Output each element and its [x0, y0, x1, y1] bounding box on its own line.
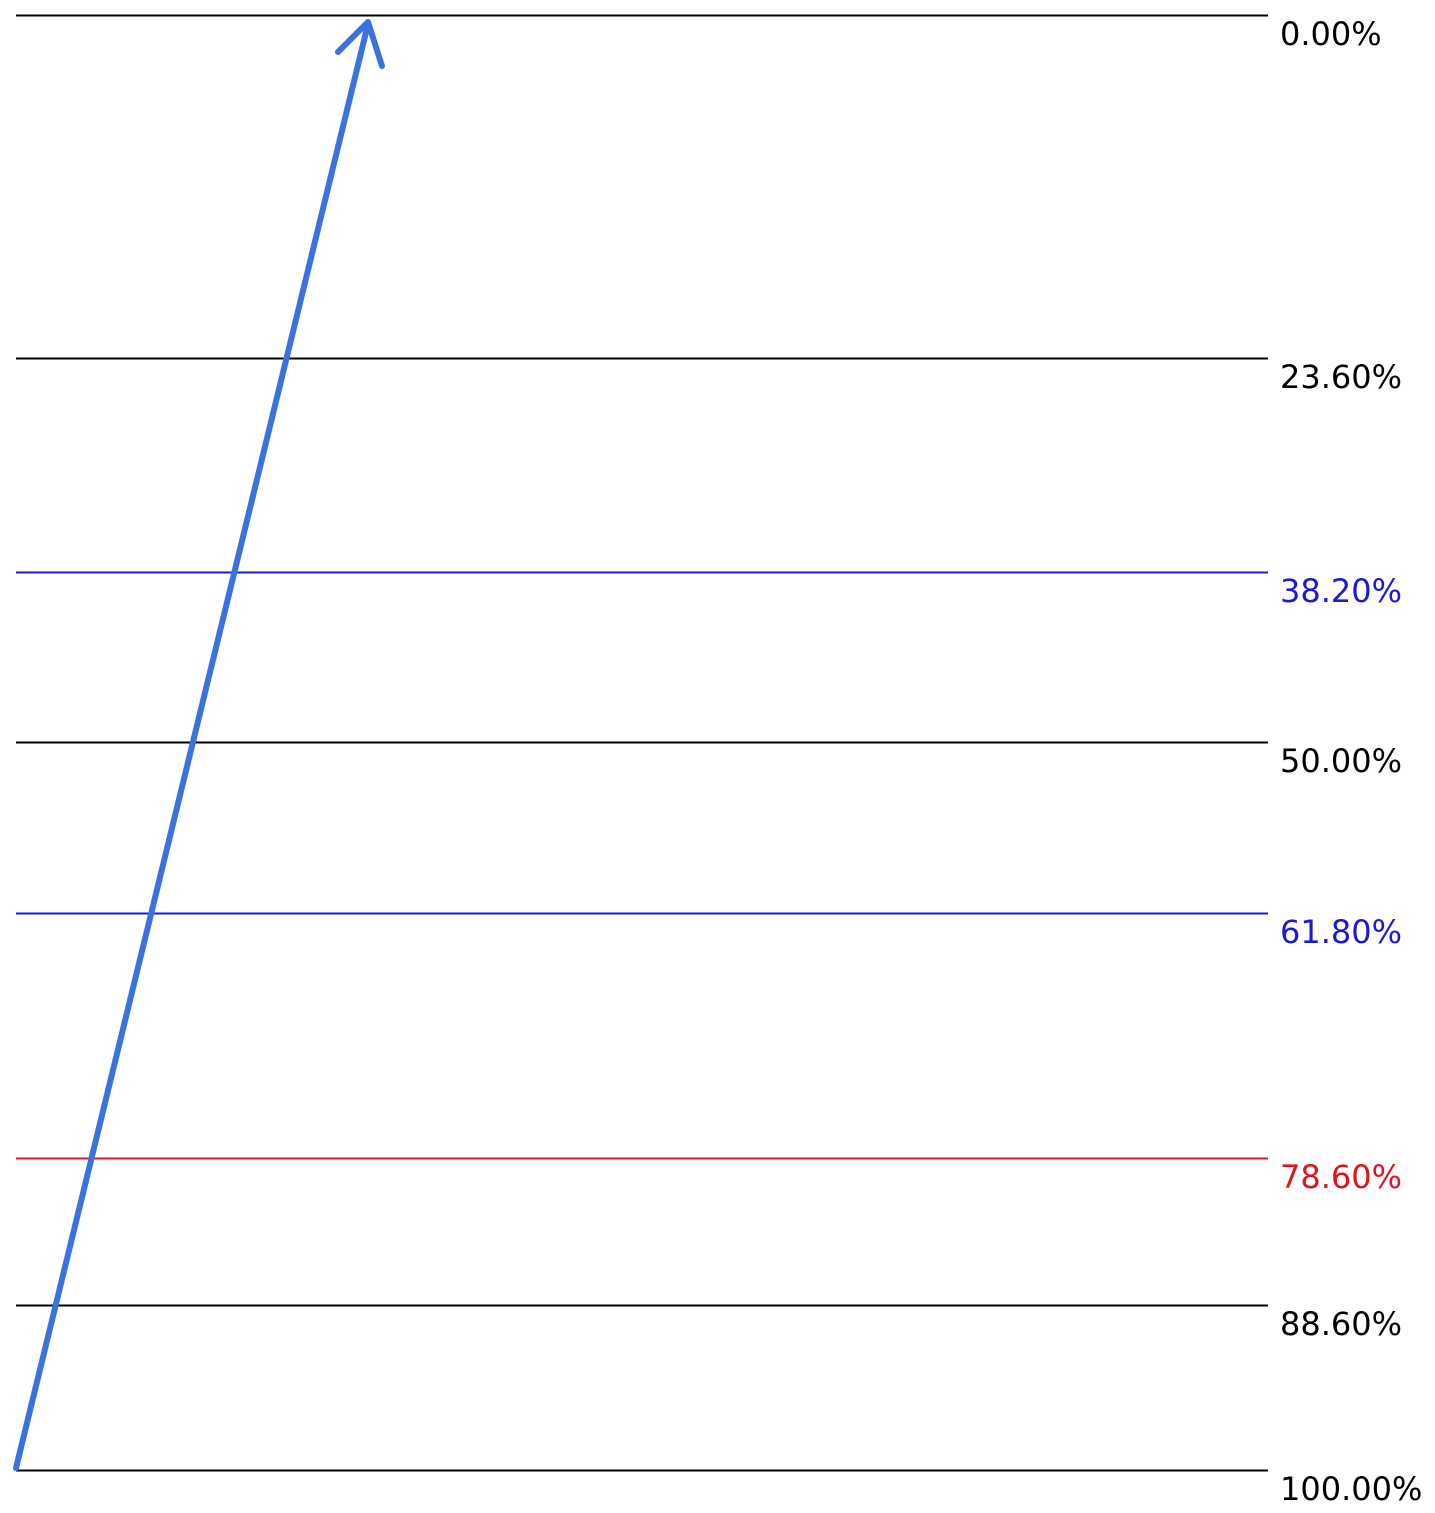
level-label: 88.60%: [1280, 1305, 1402, 1343]
arrow-head-icon: [335, 19, 385, 69]
level-label: 78.60%: [1280, 1158, 1402, 1196]
trend-arrow: [13, 19, 385, 1471]
level-label: 100.00%: [1280, 1470, 1422, 1508]
level-100-00pct: 100.00%: [16, 1469, 1422, 1508]
level-label: 61.80%: [1280, 913, 1402, 951]
arrow-shaft: [13, 21, 371, 1471]
level-61-80pct: 61.80%: [16, 912, 1402, 951]
level-23-60pct: 23.60%: [16, 357, 1402, 396]
level-50-00pct: 50.00%: [16, 741, 1402, 780]
level-label: 38.20%: [1280, 572, 1402, 610]
level-38-20pct: 38.20%: [16, 571, 1402, 610]
level-label: 0.00%: [1280, 15, 1382, 53]
level-88-60pct: 88.60%: [16, 1304, 1402, 1343]
level-label: 50.00%: [1280, 742, 1402, 780]
level-78-60pct: 78.60%: [16, 1157, 1402, 1196]
level-0-00pct: 0.00%: [16, 14, 1382, 53]
level-label: 23.60%: [1280, 358, 1402, 396]
retracement-levels: 0.00% 23.60% 38.20% 50.00% 61.80% 78.60% 88.60…: [16, 14, 1422, 1508]
